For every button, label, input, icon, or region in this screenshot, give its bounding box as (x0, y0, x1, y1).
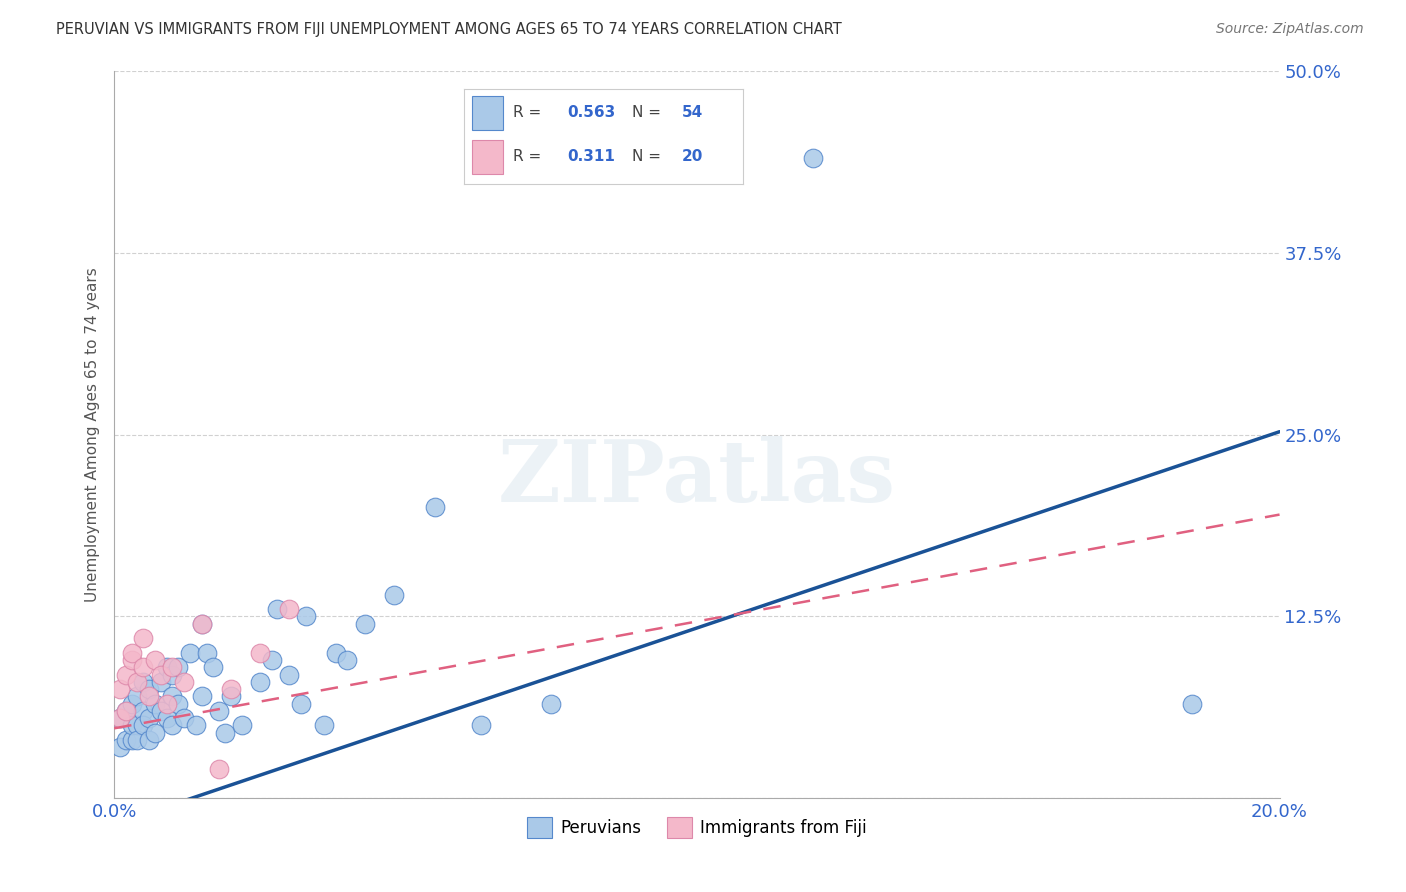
Point (179, 646, 201, 660)
Legend: Peruvians, Immigrants from Fiji: Peruvians, Immigrants from Fiji (520, 811, 873, 845)
Point (121, 653, 143, 667)
Point (190, 616, 212, 631)
Point (121, 646, 143, 660)
Point (197, 646, 219, 660)
Point (190, 616, 212, 631)
Point (138, 682, 160, 697)
Point (353, 616, 375, 631)
Point (138, 733, 160, 747)
Point (190, 690, 212, 704)
Point (173, 711, 195, 725)
Point (184, 718, 207, 732)
Point (1181, 697, 1204, 711)
Point (132, 718, 155, 732)
Point (121, 718, 143, 732)
Point (214, 725, 236, 739)
Point (143, 653, 166, 667)
Point (149, 674, 172, 689)
Point (312, 718, 335, 732)
Point (108, 740, 131, 755)
Point (149, 667, 172, 681)
Point (249, 674, 271, 689)
Point (336, 653, 359, 667)
Point (167, 660, 190, 674)
Point (143, 697, 166, 711)
Point (127, 733, 149, 747)
Point (162, 718, 184, 732)
Point (382, 588, 405, 602)
Point (108, 682, 131, 697)
Point (138, 690, 160, 704)
Point (127, 718, 149, 732)
Point (278, 667, 301, 681)
Point (132, 660, 155, 674)
Point (208, 704, 231, 718)
Point (115, 704, 138, 718)
Point (208, 762, 231, 776)
Point (138, 711, 160, 725)
Point (295, 609, 318, 624)
Point (156, 711, 179, 725)
Point (115, 704, 138, 718)
Point (540, 697, 562, 711)
Point (115, 733, 138, 747)
Point (156, 660, 179, 674)
Point (266, 602, 288, 616)
Text: Source: ZipAtlas.com: Source: ZipAtlas.com (1216, 22, 1364, 37)
Point (423, 500, 446, 515)
Text: ZIPatlas: ZIPatlas (498, 436, 896, 520)
Point (803, 151, 825, 165)
Text: PERUVIAN VS IMMIGRANTS FROM FIJI UNEMPLOYMENT AMONG AGES 65 TO 74 YEARS CORRELAT: PERUVIAN VS IMMIGRANTS FROM FIJI UNEMPLO… (56, 22, 842, 37)
Point (219, 682, 242, 697)
Point (132, 631, 155, 645)
Point (162, 690, 184, 704)
Point (132, 704, 155, 718)
Point (219, 690, 242, 704)
Point (132, 674, 155, 689)
Point (278, 602, 301, 616)
Point (143, 725, 166, 739)
Point (260, 653, 283, 667)
Point (202, 660, 225, 674)
Point (162, 660, 184, 674)
Point (470, 718, 492, 732)
Point (108, 711, 131, 725)
Point (162, 667, 184, 681)
Point (121, 697, 143, 711)
Y-axis label: Unemployment Among Ages 65 to 74 years: Unemployment Among Ages 65 to 74 years (86, 268, 100, 602)
Point (121, 733, 143, 747)
Point (249, 646, 271, 660)
Point (108, 711, 131, 725)
Point (149, 704, 172, 718)
Point (167, 697, 190, 711)
Point (290, 697, 312, 711)
Point (127, 690, 149, 704)
Point (115, 667, 138, 681)
Point (325, 646, 347, 660)
Point (173, 674, 195, 689)
Point (156, 697, 179, 711)
Point (127, 674, 149, 689)
Point (231, 718, 253, 732)
